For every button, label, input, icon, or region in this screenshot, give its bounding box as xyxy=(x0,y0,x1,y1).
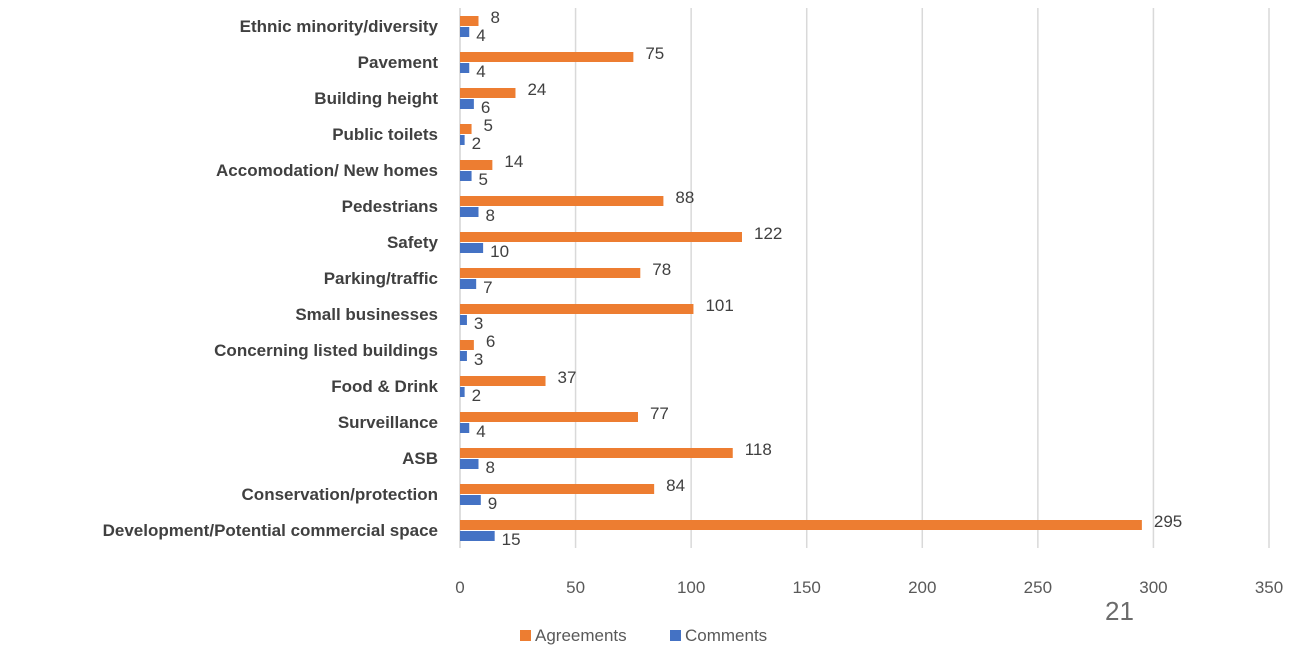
agreements-bar xyxy=(460,340,474,350)
category-label: Parking/traffic xyxy=(324,269,438,288)
page-number: 21 xyxy=(1105,596,1134,626)
comments-value-label: 4 xyxy=(476,26,485,45)
comments-bar xyxy=(460,135,465,145)
x-tick-label: 350 xyxy=(1255,578,1283,597)
category-label: Development/Potential commercial space xyxy=(103,521,438,540)
x-tick-label: 300 xyxy=(1139,578,1167,597)
comments-bar xyxy=(460,495,481,505)
agreements-bar xyxy=(460,160,493,170)
comments-bar xyxy=(460,99,474,109)
comments-bar xyxy=(460,531,495,541)
comments-value-label: 2 xyxy=(472,386,481,405)
category-label: Public toilets xyxy=(332,125,438,144)
agreements-value-label: 88 xyxy=(675,188,694,207)
category-label: Small businesses xyxy=(295,305,438,324)
comments-value-label: 2 xyxy=(472,134,481,153)
agreements-value-label: 295 xyxy=(1154,512,1182,531)
category-label: Pavement xyxy=(358,53,439,72)
legend: Agreements Comments xyxy=(520,626,767,645)
comments-bar xyxy=(460,279,477,289)
agreements-value-label: 101 xyxy=(705,296,733,315)
bars xyxy=(460,16,1142,541)
comments-value-label: 3 xyxy=(474,350,483,369)
comments-bar xyxy=(460,243,484,253)
agreements-bar xyxy=(460,412,638,422)
agreements-value-label: 37 xyxy=(558,368,577,387)
category-label: Accomodation/ New homes xyxy=(216,161,438,180)
category-label: Building height xyxy=(314,89,438,108)
comments-value-label: 4 xyxy=(476,422,485,441)
agreements-value-label: 77 xyxy=(650,404,669,423)
agreements-bar xyxy=(460,448,733,458)
agreements-value-label: 5 xyxy=(484,116,493,135)
comments-value-label: 9 xyxy=(488,494,497,513)
category-label: Ethnic minority/diversity xyxy=(240,17,439,36)
category-label: Safety xyxy=(387,233,439,252)
x-tick-label: 150 xyxy=(793,578,821,597)
agreements-bar xyxy=(460,88,516,98)
legend-swatch xyxy=(520,630,531,641)
agreements-value-label: 24 xyxy=(527,80,546,99)
comments-value-label: 7 xyxy=(483,278,492,297)
legend-swatch xyxy=(670,630,681,641)
agreements-value-label: 84 xyxy=(666,476,685,495)
comments-bar xyxy=(460,207,479,217)
agreements-bar xyxy=(460,52,634,62)
comments-bar xyxy=(460,315,467,325)
agreements-value-label: 122 xyxy=(754,224,782,243)
x-tick-label: 200 xyxy=(908,578,936,597)
agreements-bar xyxy=(460,268,641,278)
x-tick-label: 50 xyxy=(566,578,585,597)
agreements-value-label: 8 xyxy=(490,8,499,27)
comments-bar xyxy=(460,27,470,37)
agreements-value-label: 118 xyxy=(745,440,772,459)
agreements-bar xyxy=(460,232,742,242)
comments-value-label: 4 xyxy=(476,62,485,81)
comments-bar xyxy=(460,171,472,181)
comments-value-label: 5 xyxy=(479,170,488,189)
agreements-bar xyxy=(460,484,655,494)
category-label: Concerning listed buildings xyxy=(214,341,438,360)
legend-label: Comments xyxy=(685,626,767,645)
comments-value-label: 8 xyxy=(485,458,494,477)
comments-value-label: 10 xyxy=(490,242,509,261)
agreements-bar xyxy=(460,304,694,314)
comments-bar xyxy=(460,351,467,361)
x-tick-labels: 0 50 100 150 200 250 300 350 xyxy=(455,578,1283,597)
category-labels: Ethnic minority/diversity Pavement Buildin… xyxy=(103,17,439,540)
agreements-value-label: 75 xyxy=(645,44,664,63)
comments-value-label: 3 xyxy=(474,314,483,333)
comments-bar xyxy=(460,459,479,469)
agreements-value-label: 6 xyxy=(486,332,495,351)
x-tick-label: 100 xyxy=(677,578,705,597)
comments-value-label: 8 xyxy=(485,206,494,225)
legend-label: Agreements xyxy=(535,626,627,645)
category-label: ASB xyxy=(402,449,438,468)
agreements-value-label: 78 xyxy=(652,260,671,279)
x-tick-label: 0 xyxy=(455,578,464,597)
comments-bar xyxy=(460,63,470,73)
comments-bar xyxy=(460,423,470,433)
agreements-value-label: 14 xyxy=(504,152,523,171)
category-label: Food & Drink xyxy=(331,377,438,396)
category-label: Surveillance xyxy=(338,413,438,432)
data-labels: 8475424652145888122107871013633727741188… xyxy=(472,8,1183,549)
agreements-bar xyxy=(460,16,479,26)
x-tick-label: 250 xyxy=(1024,578,1052,597)
category-label: Pedestrians xyxy=(342,197,438,216)
comments-value-label: 6 xyxy=(481,98,490,117)
comments-bar xyxy=(460,387,465,397)
agreements-bar xyxy=(460,376,546,386)
agreements-bar xyxy=(460,520,1142,530)
category-label: Conservation/protection xyxy=(242,485,438,504)
agreements-bar xyxy=(460,124,472,134)
comments-value-label: 15 xyxy=(502,530,521,549)
agreements-bar xyxy=(460,196,664,206)
